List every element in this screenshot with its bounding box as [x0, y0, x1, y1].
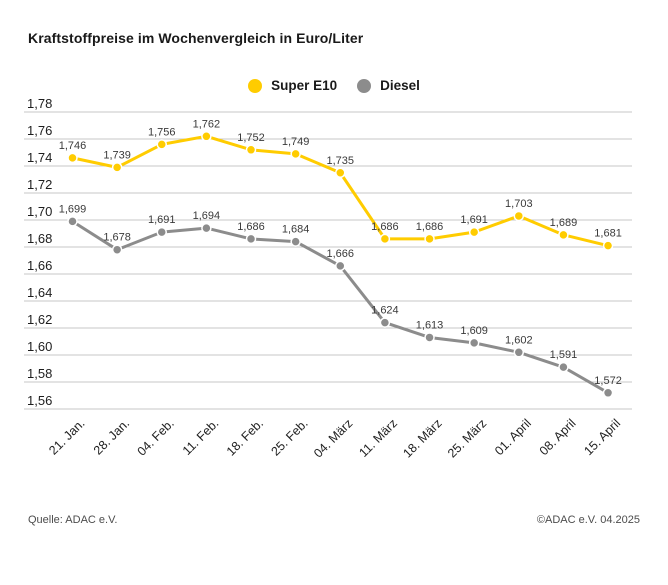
x-tick-label: 18. Feb.: [224, 416, 266, 458]
x-tick-label: 18. März: [400, 416, 444, 460]
x-axis-tick-labels: 21. Jan. 28. Jan. 04. Feb. 11. Feb. 18. Feb.…: [46, 416, 623, 460]
value-label-super-e10: 1,681: [594, 228, 622, 240]
data-point-super-e10: [201, 131, 212, 142]
data-point-diesel: [156, 226, 168, 238]
source-note: Quelle: ADAC e.V.: [28, 514, 118, 526]
data-point-super-e10: [335, 167, 346, 178]
value-label-super-e10: 1,686: [416, 221, 444, 233]
value-label-super-e10: 1,703: [505, 198, 533, 210]
data-point-super-e10: [156, 139, 168, 150]
series-diesel: 1,699 1,678 1,691 1,694 1,686 1,684 1,666 1,624…: [59, 203, 622, 399]
copyright-note: ©ADAC e.V. 04.2025: [536, 514, 640, 526]
value-label-diesel: 1,678: [103, 232, 131, 244]
data-point-diesel: [424, 332, 435, 343]
data-point-super-e10: [468, 226, 480, 238]
value-label-super-e10: 1,689: [550, 217, 578, 229]
y-tick-label: 1,72: [27, 177, 52, 192]
data-point-diesel: [290, 236, 301, 247]
value-label-diesel: 1,591: [550, 349, 578, 361]
x-tick-label: 04. März: [311, 416, 355, 460]
legend-item-diesel: Diesel: [357, 78, 420, 93]
data-point-super-e10: [67, 152, 78, 164]
data-point-diesel: [201, 222, 212, 234]
value-label-diesel: 1,666: [327, 248, 355, 260]
y-tick-label: 1,56: [27, 393, 52, 408]
data-point-super-e10: [379, 233, 391, 245]
data-point-diesel: [67, 216, 78, 227]
data-point-diesel: [468, 337, 480, 349]
line-super-e10: [71, 134, 610, 248]
value-label-diesel: 1,609: [460, 325, 488, 337]
x-tick-label: 28. Jan.: [91, 416, 132, 457]
x-tick-label: 21. Jan.: [46, 416, 87, 457]
y-tick-label: 1,70: [27, 204, 52, 219]
data-point-super-e10: [111, 162, 123, 173]
y-axis-tick-labels: 1,78 1,76 1,74 1,72 1,70 1,68 1,66 1,64 1,62 1,60…: [27, 96, 52, 408]
chart-legend: Super E10 Diesel: [0, 78, 668, 93]
series-super-e10: 1,746 1,739 1,756 1,762 1,752 1,749 1,735 1,686…: [59, 118, 622, 251]
value-label-diesel: 1,624: [371, 305, 399, 317]
data-point-super-e10: [290, 148, 301, 160]
y-tick-label: 1,74: [27, 150, 52, 165]
y-tick-label: 1,68: [27, 231, 52, 246]
y-tick-label: 1,60: [27, 339, 52, 354]
value-label-diesel: 1,686: [237, 221, 265, 233]
legend-item-super-e10: Super E10: [248, 78, 337, 93]
data-point-diesel: [602, 387, 614, 399]
data-point-super-e10: [558, 229, 569, 241]
x-tick-label: 11. Feb.: [180, 416, 222, 458]
value-label-diesel: 1,691: [148, 214, 176, 226]
value-label-diesel: 1,613: [416, 319, 444, 331]
legend-label-super-e10: Super E10: [271, 78, 338, 93]
data-point-super-e10: [424, 233, 435, 245]
y-tick-label: 1,78: [27, 96, 52, 111]
data-point-diesel: [379, 317, 391, 328]
value-label-diesel: 1,602: [505, 334, 533, 346]
data-point-super-e10: [602, 240, 614, 251]
value-label-super-e10: 1,686: [371, 221, 399, 233]
chart-title: Kraftstoffpreise im Wochenvergleich in E…: [28, 30, 364, 46]
value-label-super-e10: 1,756: [148, 126, 176, 138]
value-label-super-e10: 1,739: [103, 149, 131, 161]
value-label-diesel: 1,684: [282, 224, 310, 236]
diesel-dot-icon: [357, 78, 372, 93]
data-point-super-e10: [513, 210, 525, 222]
x-tick-label: 11. März: [356, 416, 400, 460]
value-label-super-e10: 1,735: [327, 155, 355, 167]
x-tick-label: 15. April: [581, 416, 623, 458]
legend-label-diesel: Diesel: [380, 78, 420, 93]
data-point-super-e10: [245, 144, 257, 156]
y-tick-label: 1,66: [27, 258, 52, 273]
value-label-diesel: 1,572: [594, 375, 622, 387]
value-label-diesel: 1,699: [59, 203, 87, 215]
fuel-price-line-chart: 1,78 1,76 1,74 1,72 1,70 1,68 1,66 1,64 1,62 1,60…: [24, 96, 632, 461]
value-label-diesel: 1,694: [193, 210, 221, 222]
x-tick-label: 04. Feb.: [135, 416, 177, 458]
value-label-super-e10: 1,749: [282, 136, 310, 148]
y-tick-label: 1,64: [27, 285, 52, 300]
x-tick-label: 25. Feb.: [268, 416, 310, 458]
data-point-diesel: [513, 347, 525, 358]
value-label-super-e10: 1,691: [460, 214, 488, 226]
x-tick-label: 08. April: [537, 416, 579, 458]
super-e10-dot-icon: [248, 78, 263, 93]
data-point-diesel: [111, 244, 123, 255]
value-label-super-e10: 1,752: [237, 132, 265, 144]
data-point-diesel: [558, 361, 569, 373]
y-tick-label: 1,76: [27, 123, 52, 138]
value-label-super-e10: 1,762: [193, 118, 221, 130]
y-tick-label: 1,58: [27, 366, 52, 381]
data-point-diesel: [245, 233, 257, 245]
x-tick-label: 25. März: [445, 416, 489, 460]
x-tick-label: 01. April: [492, 416, 534, 458]
value-label-super-e10: 1,746: [59, 140, 87, 152]
data-point-diesel: [335, 260, 346, 272]
y-tick-label: 1,62: [27, 312, 52, 327]
